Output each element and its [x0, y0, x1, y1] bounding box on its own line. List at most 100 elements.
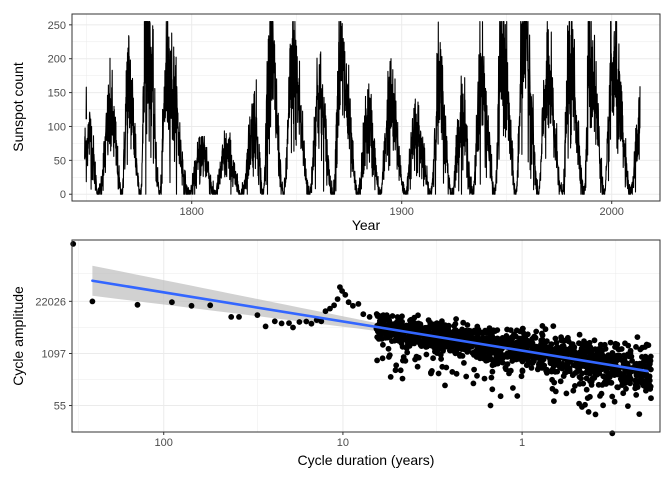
scatter-point [460, 330, 466, 336]
scatter-point [618, 346, 625, 352]
x-tick-label: 2000 [599, 206, 623, 218]
scatter-point [471, 366, 477, 373]
sunspot-time-series-panel: 1800 1900 2000 0 50 100 150 200 250 Year Sunspot… [10, 13, 661, 233]
scatter-point [278, 320, 285, 327]
scatter-point [331, 302, 337, 309]
scatter-point [445, 325, 451, 332]
scatter-point [479, 351, 485, 357]
scatter-point [633, 392, 640, 398]
scatter-point [518, 373, 525, 380]
y-tick-label: 50 [54, 155, 66, 167]
scatter-point [606, 374, 613, 380]
scatter-point [489, 346, 495, 353]
scatter-point [460, 344, 467, 351]
scatter-point [481, 375, 488, 382]
scatter-point [544, 370, 550, 376]
scatter-point [570, 387, 577, 394]
scatter-point [576, 340, 582, 347]
scatter-point [497, 393, 504, 400]
x-tick-label: 10 [337, 437, 349, 449]
scatter-point [545, 347, 551, 354]
scatter-point [404, 349, 411, 356]
scatter-point [474, 372, 480, 379]
scatter-point [516, 356, 522, 362]
scatter-point [509, 349, 515, 356]
scatter-point [188, 302, 195, 309]
scatter-point [599, 347, 606, 354]
scatter-point [592, 411, 599, 418]
scatter-point [600, 373, 607, 380]
scatter-point [576, 400, 582, 407]
scatter-point [642, 383, 649, 390]
scatter-point [641, 357, 648, 364]
scatter-point [423, 351, 430, 358]
scatter-point [583, 348, 589, 354]
scatter-point [468, 343, 475, 350]
y-tick-label: 55 [54, 401, 66, 413]
scatter-point [342, 291, 349, 298]
scatter-point [440, 347, 446, 354]
scatter-point [511, 331, 517, 338]
scatter-point [380, 312, 387, 318]
scatter-point [487, 402, 494, 409]
scatter-point [428, 369, 434, 376]
scatter-point [572, 383, 578, 389]
scatter-point [540, 356, 547, 363]
scatter-point [385, 345, 392, 352]
scatter-point [488, 374, 495, 381]
scatter-point [557, 378, 564, 385]
scatter-point [492, 350, 499, 357]
scatter-point [491, 361, 498, 368]
scatter-point [600, 402, 606, 409]
scatter-point [322, 308, 329, 315]
scatter-point [228, 314, 235, 320]
scatter-point [375, 336, 382, 342]
scatter-point [504, 326, 510, 333]
scatter-point [539, 323, 546, 329]
scatter-point [70, 241, 77, 247]
scatter-point [510, 385, 516, 391]
scatter-point [404, 325, 411, 332]
scatter-point [636, 411, 643, 417]
cycle-scatter-panel: 100 10 1 55 1097 22026 Cycle duration (years)… [10, 239, 661, 468]
scatter-point [374, 357, 380, 364]
scatter-point [647, 353, 654, 360]
scatter-point [486, 327, 493, 334]
scatter-point [134, 301, 141, 308]
scatter-point [572, 361, 579, 368]
sunspot-series-line [84, 20, 641, 195]
scatter-point [394, 332, 401, 338]
scatter-point [386, 354, 392, 360]
scatter-point [552, 388, 559, 395]
scatter-point [539, 364, 546, 371]
scatter-point [519, 367, 526, 374]
scatter-point [619, 382, 625, 388]
scatter-point [504, 354, 511, 360]
scatter-point [553, 339, 560, 346]
scatter-point [578, 375, 584, 382]
scatter-point [397, 367, 404, 374]
scatter-point [498, 350, 504, 357]
scatter-point [355, 301, 362, 307]
scatter-point [262, 323, 269, 330]
scatter-point [591, 337, 598, 344]
scatter-point [516, 342, 523, 349]
scatter-point [442, 382, 448, 389]
scatter-point [648, 395, 654, 402]
scatter-point [475, 326, 482, 333]
scatter-point [564, 361, 571, 368]
x-tick-label: 1 [519, 437, 525, 449]
scatter-point [236, 314, 242, 320]
scatter-point [411, 338, 417, 344]
scatter-point [271, 318, 278, 325]
scatter-point [643, 364, 650, 371]
scatter-point [366, 314, 373, 320]
scatter-point [531, 358, 537, 364]
scatter-point [374, 312, 381, 319]
scatter-point [610, 357, 617, 364]
scatter-point [509, 354, 515, 361]
scatter-point [562, 370, 568, 376]
scatter-point [622, 340, 628, 347]
scatter-point [318, 318, 325, 325]
scatter-point [583, 375, 590, 382]
